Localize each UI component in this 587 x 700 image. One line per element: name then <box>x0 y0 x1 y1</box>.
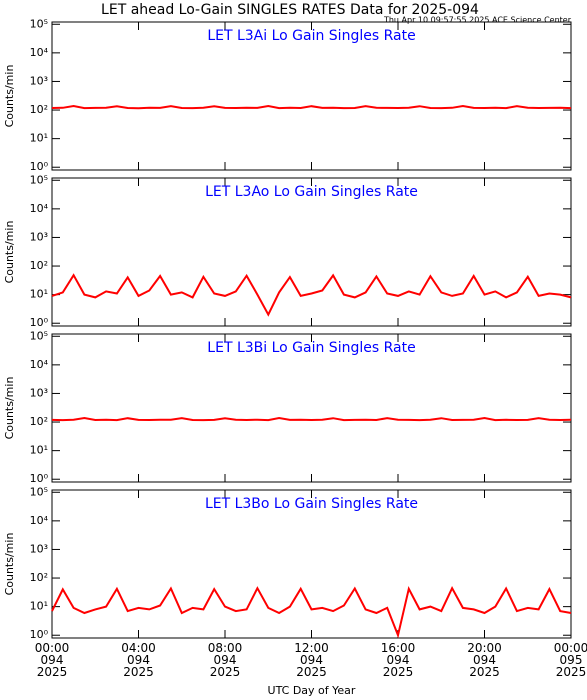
y-tick-label: 10⁵ <box>30 173 48 186</box>
y-tick-label: 10⁰ <box>30 472 49 485</box>
panel-title: LET L3Bo Lo Gain Singles Rate <box>205 496 418 512</box>
x-axis-label: UTC Day of Year <box>268 684 356 697</box>
y-tick-label: 10⁰ <box>30 628 49 641</box>
y-tick-label: 10¹ <box>30 132 48 145</box>
x-tick-label: 00:00 095 2025 <box>554 641 587 679</box>
y-tick-label: 10¹ <box>30 600 48 613</box>
y-axis-label: Counts/min <box>3 377 16 440</box>
y-tick-label: 10³ <box>30 230 48 243</box>
plot-frame <box>51 21 572 171</box>
y-tick-label: 10⁵ <box>30 485 48 498</box>
y-axis-label: Counts/min <box>3 221 16 284</box>
y-tick-label: 10⁴ <box>30 202 49 215</box>
y-tick-label: 10⁰ <box>30 316 49 329</box>
y-tick-label: 10³ <box>30 386 48 399</box>
y-tick-label: 10² <box>30 571 48 584</box>
y-tick-label: 10² <box>30 103 48 116</box>
y-axis-label: Counts/min <box>3 533 16 596</box>
y-tick-label: 10¹ <box>30 444 48 457</box>
y-axis-label: Counts/min <box>3 65 16 128</box>
x-tick-label: 00:00 094 2025 <box>35 641 70 679</box>
x-tick-label: 08:00 094 2025 <box>208 641 243 679</box>
x-tick-label: 20:00 094 2025 <box>467 641 502 679</box>
y-tick-label: 10² <box>30 415 48 428</box>
data-line <box>51 416 572 422</box>
y-tick-label: 10³ <box>30 74 48 87</box>
x-tick-label: 16:00 094 2025 <box>381 641 416 679</box>
y-tick-label: 10⁴ <box>30 358 49 371</box>
x-tick-label: 04:00 094 2025 <box>121 641 156 679</box>
y-tick-label: 10¹ <box>30 288 48 301</box>
data-line <box>51 273 572 317</box>
panel-title: LET L3Ao Lo Gain Singles Rate <box>205 184 418 200</box>
chart-title: LET ahead Lo-Gain SINGLES RATES Data for… <box>101 2 479 18</box>
y-tick-label: 10⁰ <box>30 160 49 173</box>
y-tick-label: 10⁵ <box>30 329 48 342</box>
data-line <box>51 104 572 110</box>
panel-title: LET L3Ai Lo Gain Singles Rate <box>207 28 415 44</box>
data-line <box>51 585 572 639</box>
plot-frame <box>51 333 572 483</box>
y-tick-label: 10⁴ <box>30 514 49 527</box>
y-tick-label: 10⁴ <box>30 46 49 59</box>
chart-subtitle: Thu Apr 10 09:57:55 2025 ACE Science Cen… <box>383 16 572 25</box>
x-tick-label: 12:00 094 2025 <box>294 641 329 679</box>
y-tick-label: 10² <box>30 259 48 272</box>
plot-frame <box>51 489 572 639</box>
plot-frame <box>51 177 572 327</box>
y-tick-label: 10⁵ <box>30 17 48 30</box>
y-tick-label: 10³ <box>30 542 48 555</box>
panel-title: LET L3Bi Lo Gain Singles Rate <box>207 340 415 356</box>
